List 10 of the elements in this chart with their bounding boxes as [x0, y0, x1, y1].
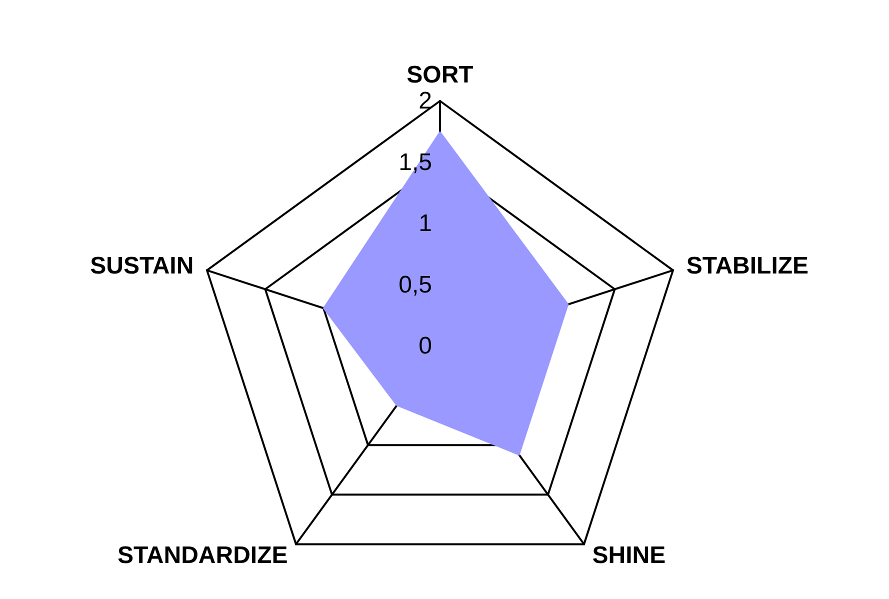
y-tick-label: 0,5 [398, 271, 432, 298]
spoke-label: SUSTAIN [90, 252, 194, 280]
y-tick-label: 2 [418, 88, 432, 114]
y-tick-label: 1,5 [398, 148, 432, 176]
spoke-label: STANDARDIZE [118, 542, 288, 570]
spoke-label: SHINE [592, 542, 666, 570]
spoke-label: SORT [406, 62, 474, 88]
y-tick-label: 0 [418, 332, 432, 360]
y-tick-label: 1 [418, 210, 432, 237]
spoke-label: STABILIZE [686, 252, 809, 280]
